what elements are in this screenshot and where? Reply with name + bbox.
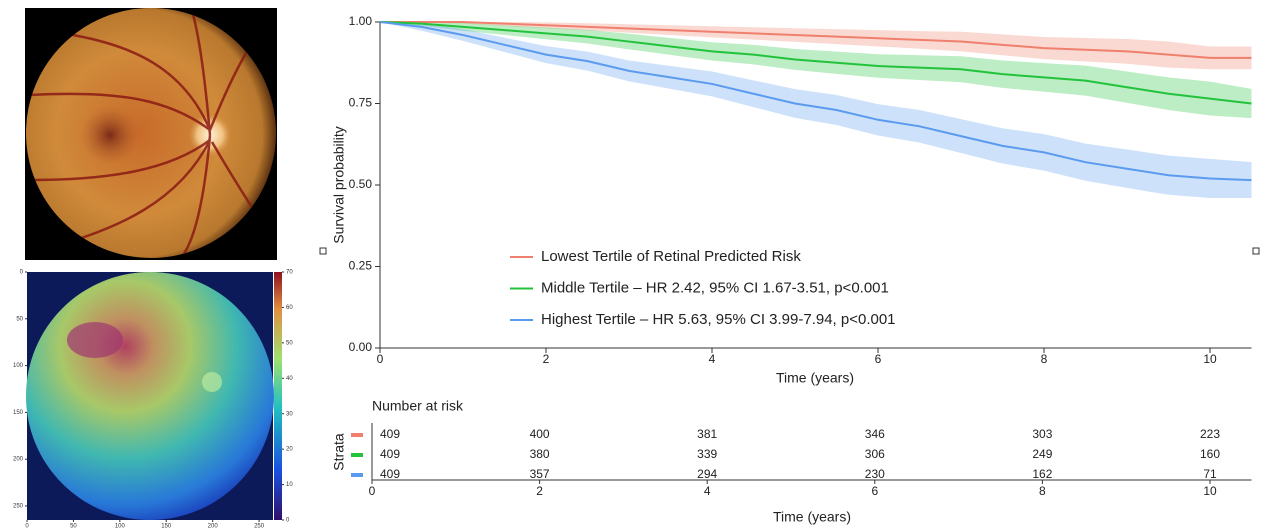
x-tick-label: 0 (377, 352, 384, 366)
risk-count: 409 (380, 447, 400, 461)
survival-line (379, 21, 1252, 105)
y-axis-label: Survival probability (331, 126, 347, 244)
hm-y-tick-label: 50 (16, 316, 23, 322)
risk-count: 409 (380, 467, 400, 481)
y-tick-label: 0.25 (349, 259, 373, 273)
x-tick-label: 8 (1041, 352, 1048, 366)
legend-label: Middle Tertile – HR 2.42, 95% CI 1.67-3.… (541, 279, 889, 296)
risk-count: 160 (1200, 447, 1220, 461)
colorbar-tick-label: 70 (286, 270, 293, 276)
y-tick-label: 0.50 (349, 177, 373, 191)
risk-table-ylabel: Strata (331, 433, 347, 471)
risk-x-tick-label: 10 (1203, 484, 1217, 498)
risk-count: 357 (530, 467, 550, 481)
colorbar-tick-label: 10 (286, 482, 293, 488)
risk-count: 162 (1032, 467, 1052, 481)
marker-squares (319, 247, 1260, 255)
colorbar-tick-label: 20 (286, 447, 293, 453)
risk-count: 294 (697, 467, 717, 481)
colorbar-tick-label: 0 (286, 518, 290, 524)
hm-x-tick-label: 0 (25, 524, 29, 530)
risk-count: 400 (530, 427, 550, 441)
risk-count: 409 (380, 427, 400, 441)
strata-swatch (351, 453, 363, 457)
colorbar-tick-label: 60 (286, 305, 293, 311)
risk-table-title: Number at risk (372, 398, 464, 414)
risk-count: 230 (865, 467, 885, 481)
x-tick-label: 2 (543, 352, 550, 366)
ci-band (380, 22, 1252, 199)
ci-band (380, 22, 1252, 70)
colorbar-tick-label: 40 (286, 376, 293, 382)
x-tick-label: 6 (875, 352, 882, 366)
risk-count: 346 (865, 427, 885, 441)
strata-swatch (351, 473, 363, 477)
y-tick-label: 0.75 (349, 96, 373, 110)
risk-x-tick-label: 0 (369, 484, 376, 498)
survival-line (380, 21, 1252, 59)
hm-x-tick-label: 250 (254, 524, 265, 530)
colorbar-tick-label: 30 (286, 411, 293, 417)
strata-swatch (351, 433, 363, 437)
colorbar-tick-label: 50 (286, 340, 293, 346)
risk-count: 381 (697, 427, 717, 441)
risk-count: 339 (697, 447, 717, 461)
risk-x-tick-label: 4 (704, 484, 711, 498)
saliency-heatmap: 0 50 100 150 200 250 0 50 100 150 200 250 0 10 20 30 40 5… (13, 270, 293, 530)
survival-line (379, 21, 1252, 182)
x-tick-label: 4 (709, 352, 716, 366)
hm-y-tick-label: 250 (13, 504, 24, 510)
hm-y-tick-label: 100 (13, 363, 24, 369)
fundus-photo (25, 8, 277, 260)
risk-x-tick-label: 8 (1039, 484, 1046, 498)
legend-label: Lowest Tertile of Retinal Predicted Risk (541, 248, 801, 265)
risk-count: 223 (1200, 427, 1220, 441)
x-tick-label: 10 (1203, 352, 1217, 366)
y-tick-label: 1.00 (349, 14, 373, 28)
risk-count: 306 (865, 447, 885, 461)
hm-y-tick-label: 200 (13, 457, 24, 463)
x-axis-label: Time (years) (776, 370, 854, 386)
legend-label: Highest Tertile – HR 5.63, 95% CI 3.99-7… (541, 311, 896, 328)
risk-count: 303 (1032, 427, 1052, 441)
hm-y-tick-label: 150 (13, 410, 24, 416)
hm-x-tick-label: 50 (70, 524, 77, 530)
risk-count: 249 (1032, 447, 1052, 461)
hm-x-tick-label: 200 (208, 524, 219, 530)
ci-band (380, 22, 1252, 119)
risk-x-tick-label: 6 (871, 484, 878, 498)
y-tick-label: 0.00 (349, 340, 373, 354)
risk-count: 71 (1203, 467, 1217, 481)
hm-x-tick-label: 150 (161, 524, 172, 530)
risk-x-axis-label: Time (years) (773, 509, 851, 525)
risk-count: 380 (530, 447, 550, 461)
hm-y-tick-label: 0 (20, 270, 24, 276)
risk-x-tick-label: 2 (536, 484, 543, 498)
hm-x-tick-label: 100 (115, 524, 126, 530)
